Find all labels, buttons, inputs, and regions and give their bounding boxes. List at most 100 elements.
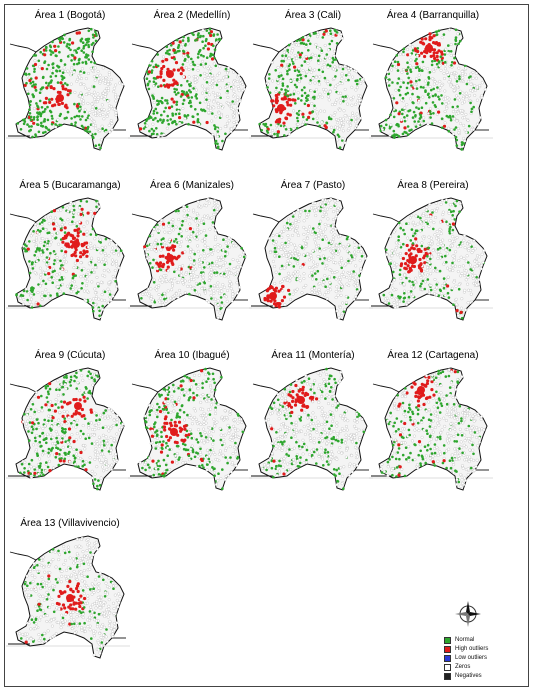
normal-point: [77, 465, 80, 468]
zero-point: [438, 256, 442, 260]
normal-point: [50, 419, 54, 422]
normal-point: [92, 482, 95, 485]
normal-point: [78, 109, 81, 113]
zero-point: [430, 255, 434, 259]
zero-point: [222, 76, 225, 80]
normal-point: [419, 284, 422, 288]
normal-point: [308, 42, 312, 46]
zero-point: [213, 245, 217, 249]
zero-point: [71, 288, 75, 291]
normal-point: [147, 87, 151, 91]
normal-point: [189, 396, 192, 399]
zero-point: [35, 259, 39, 263]
zero-point: [335, 285, 339, 289]
normal-point: [405, 68, 408, 72]
zero-point: [429, 283, 433, 287]
zero-point: [58, 410, 62, 414]
high-outlier-point: [61, 240, 65, 244]
zero-point: [194, 78, 198, 82]
high-outlier-point: [404, 252, 408, 256]
normal-point: [397, 89, 401, 92]
zero-point: [90, 421, 94, 425]
normal-point: [157, 102, 160, 106]
zero-point: [145, 253, 149, 257]
high-outlier-point: [172, 248, 176, 252]
zero-point: [211, 133, 215, 136]
zero-point: [392, 251, 396, 255]
high-outlier-point: [53, 44, 57, 48]
zero-point: [110, 463, 114, 467]
zero-point: [89, 132, 92, 136]
zero-point: [223, 125, 227, 128]
zero-point: [55, 432, 59, 436]
zero-point: [468, 94, 472, 98]
zero-point: [190, 422, 194, 426]
zero-point: [340, 285, 344, 288]
zero-point: [83, 447, 87, 451]
zero-point: [447, 80, 451, 84]
zero-point: [104, 435, 108, 439]
high-outlier-point: [80, 244, 85, 248]
normal-point: [43, 240, 47, 244]
zero-point: [426, 214, 430, 218]
zero-point: [219, 103, 223, 106]
normal-point: [299, 73, 302, 77]
zero-point: [336, 206, 340, 210]
high-outlier-point: [415, 62, 419, 66]
zero-point: [327, 48, 331, 52]
normal-point: [148, 80, 151, 83]
normal-point: [45, 81, 48, 85]
normal-point: [70, 422, 73, 425]
normal-point: [278, 91, 281, 94]
zero-point: [164, 278, 168, 282]
normal-point: [384, 118, 388, 122]
zero-point: [447, 212, 451, 215]
normal-point: [82, 47, 85, 50]
high-outlier-point: [34, 76, 38, 80]
normal-point: [423, 287, 427, 291]
zero-point: [99, 138, 103, 142]
normal-point: [81, 282, 84, 285]
normal-point: [152, 109, 156, 113]
zero-point: [398, 252, 402, 255]
normal-point: [174, 112, 178, 116]
zero-point: [409, 292, 413, 296]
zero-point: [478, 84, 482, 87]
zero-point: [451, 254, 455, 258]
normal-point: [469, 101, 472, 105]
zero-point: [197, 383, 201, 387]
normal-point: [403, 232, 406, 236]
normal-point: [160, 430, 163, 434]
zero-point: [338, 306, 342, 310]
zero-point: [75, 418, 79, 422]
normal-point: [28, 125, 31, 128]
zero-point: [91, 123, 95, 127]
zero-point: [323, 59, 327, 63]
zero-point: [56, 260, 60, 264]
normal-point: [360, 254, 364, 258]
normal-point: [185, 205, 189, 208]
zero-point: [206, 254, 210, 258]
zero-point: [37, 472, 41, 476]
normal-point: [442, 286, 446, 290]
normal-point: [84, 437, 87, 440]
high-outlier-point: [307, 115, 311, 119]
zero-point: [452, 132, 455, 136]
zero-point: [403, 273, 407, 277]
zero-point: [461, 72, 465, 76]
zero-point: [320, 66, 324, 70]
zero-point: [118, 428, 121, 432]
zero-point: [191, 270, 195, 274]
normal-point: [64, 428, 67, 431]
normal-point: [153, 301, 157, 304]
normal-point: [209, 285, 213, 288]
zero-point: [226, 95, 230, 99]
normal-point: [327, 241, 331, 245]
zero-point: [96, 100, 99, 104]
zero-point: [405, 103, 409, 107]
normal-point: [49, 294, 52, 297]
zero-point: [390, 249, 394, 253]
normal-point: [444, 254, 447, 258]
zero-point: [182, 214, 186, 218]
high-outlier-point: [79, 450, 83, 455]
